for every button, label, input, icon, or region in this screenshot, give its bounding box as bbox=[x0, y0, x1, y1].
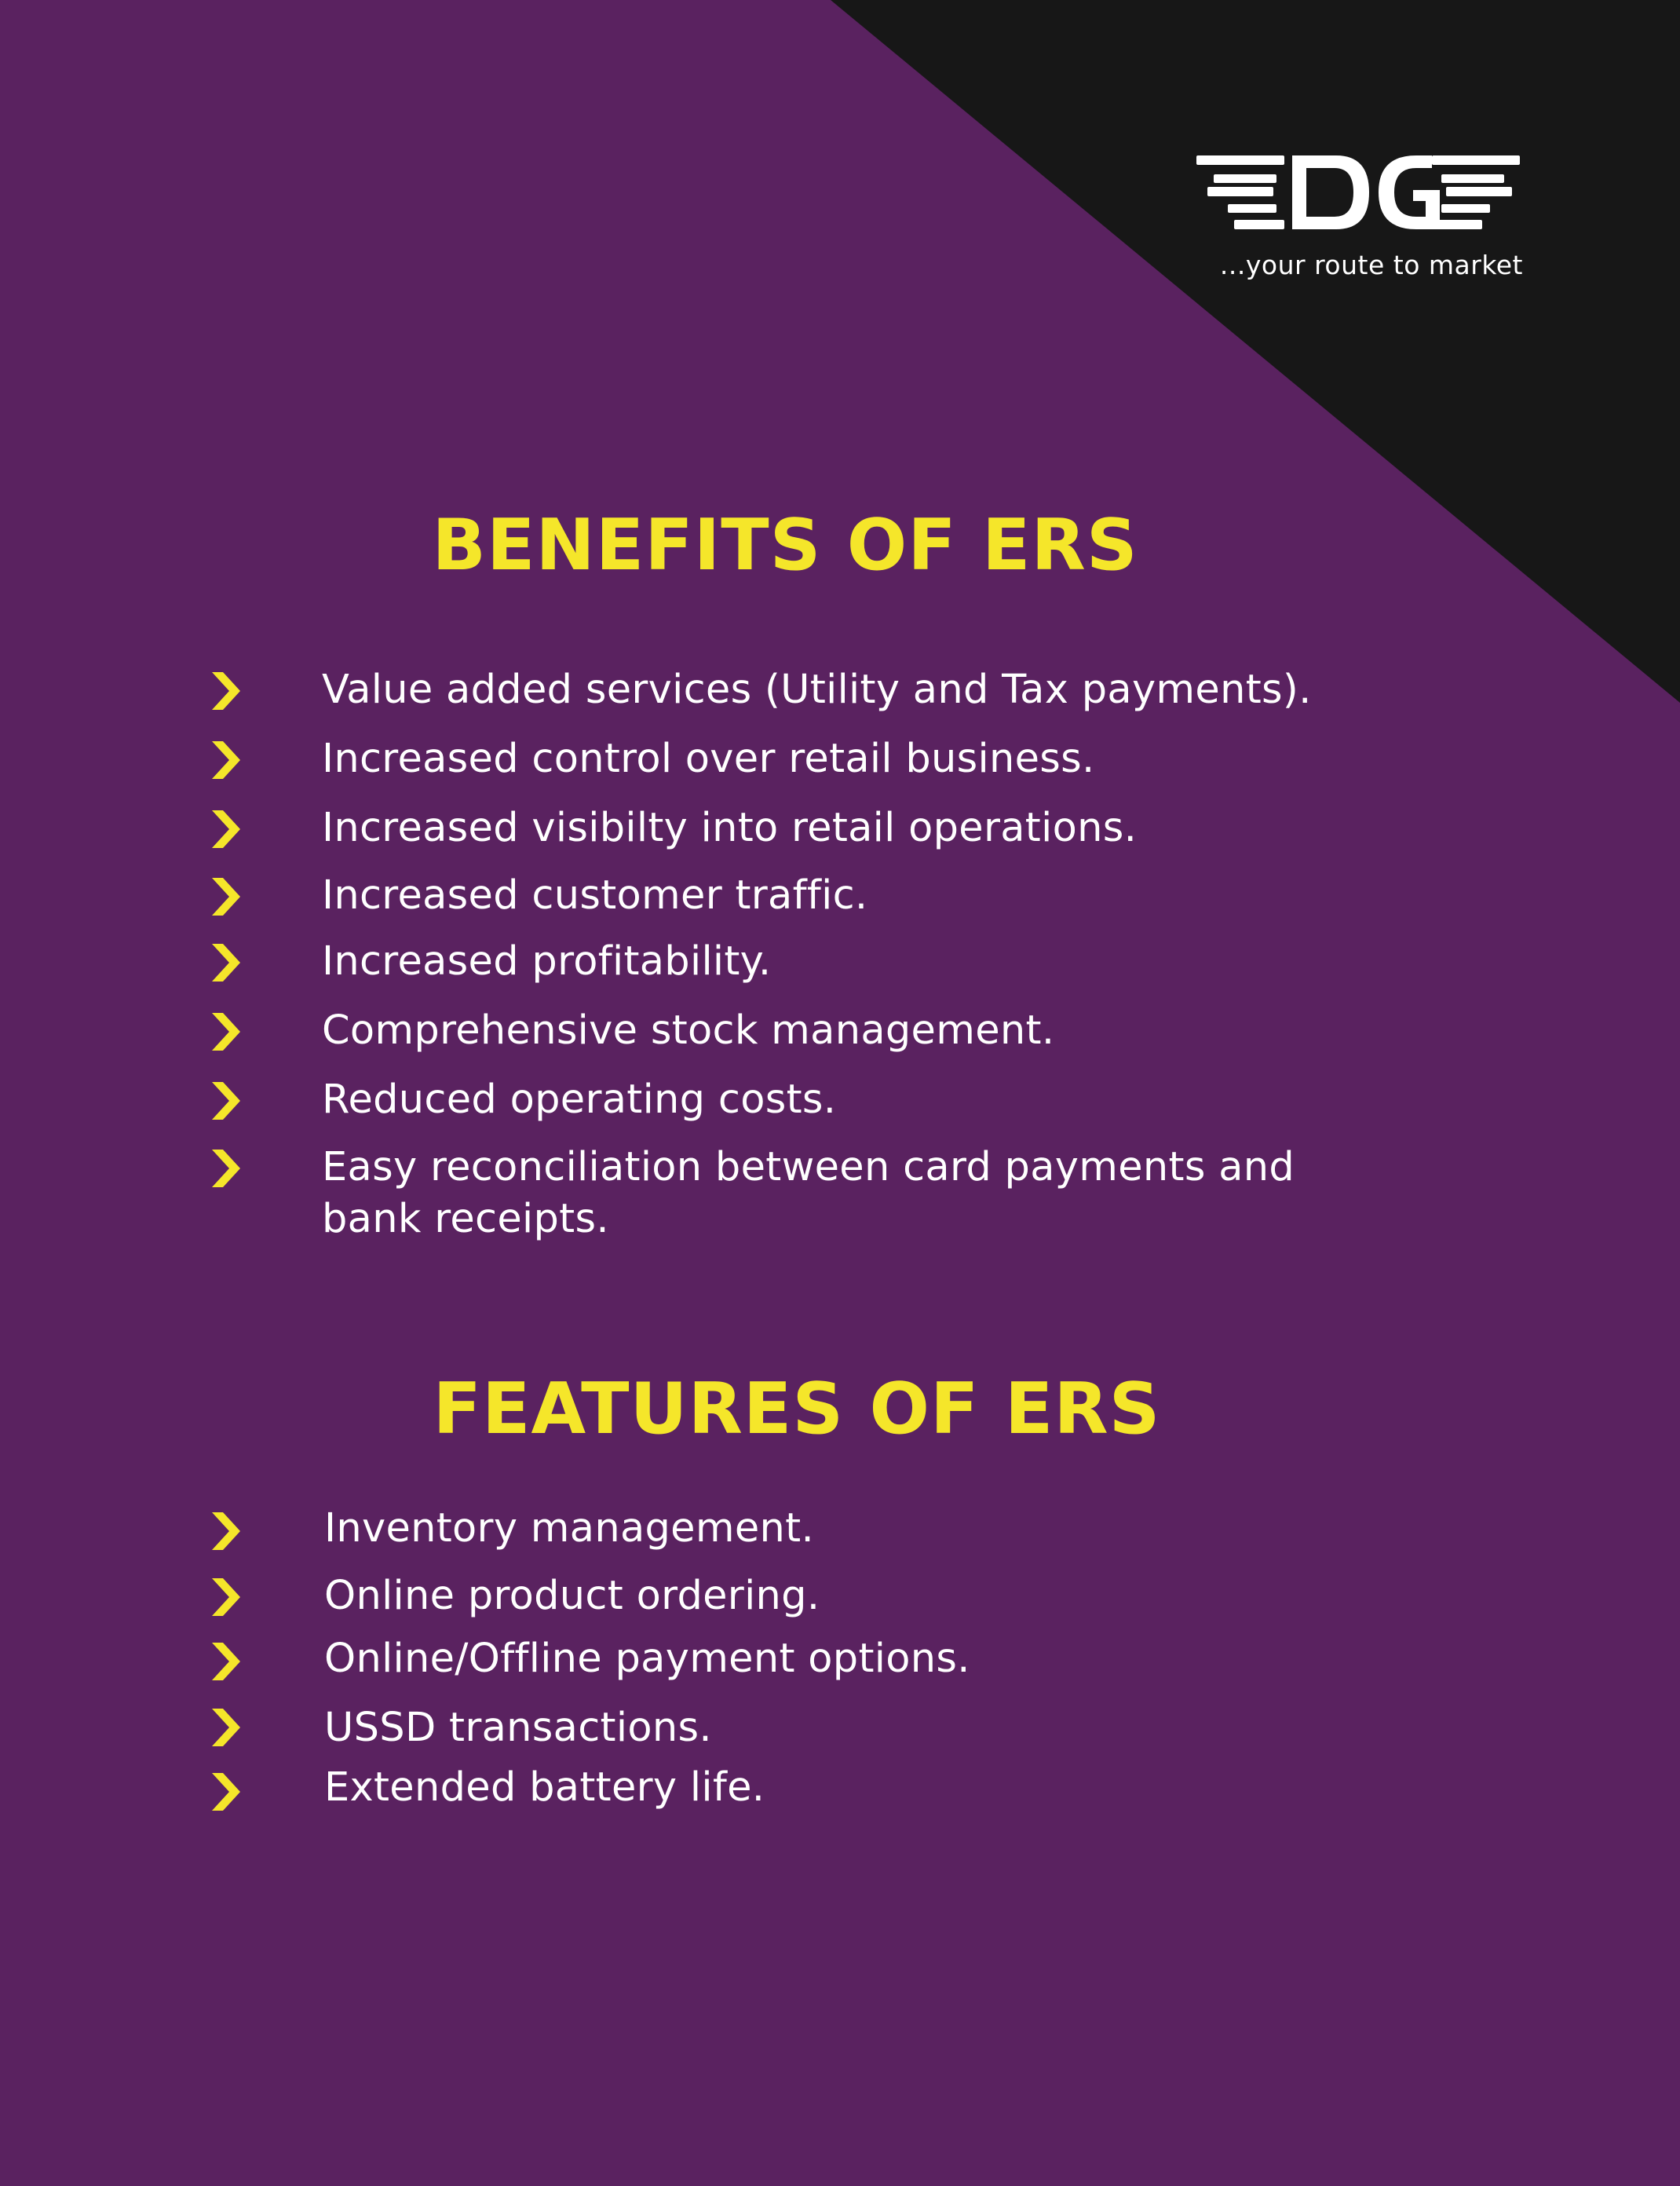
chevron-right-icon bbox=[212, 1578, 240, 1616]
list-item-text: Inventory management. bbox=[324, 1505, 814, 1552]
list-item-text: Comprehensive stock management. bbox=[322, 1007, 1055, 1054]
list-item-text: Value added services (Utility and Tax pa… bbox=[322, 667, 1312, 713]
chevron-right-icon bbox=[212, 944, 240, 982]
chevron-right-icon bbox=[212, 810, 240, 848]
features-title: FEATURES OF ERS bbox=[433, 1368, 1161, 1450]
list-item-text: Online/Offline payment options. bbox=[324, 1636, 970, 1682]
chevron-right-icon bbox=[212, 672, 240, 710]
list-item-text: Easy reconciliation between card payment… bbox=[322, 1144, 1295, 1242]
chevron-right-icon bbox=[212, 1013, 240, 1051]
list-item-text: Increased customer traffic. bbox=[322, 872, 868, 919]
chevron-right-icon bbox=[212, 1709, 240, 1746]
chevron-right-icon bbox=[212, 1643, 240, 1680]
chevron-right-icon bbox=[212, 741, 240, 779]
list-item-text: Reduced operating costs. bbox=[322, 1077, 837, 1123]
list-item-text: Increased visibilty into retail operatio… bbox=[322, 805, 1138, 851]
list-item-text: USSD transactions. bbox=[324, 1705, 712, 1751]
brand-tagline: ...your route to market bbox=[1219, 250, 1523, 280]
chevron-right-icon bbox=[212, 878, 240, 916]
list-item-text: Online product ordering. bbox=[324, 1573, 820, 1619]
edge-logo bbox=[1196, 155, 1520, 229]
list-item-text: Increased profitability. bbox=[322, 938, 772, 985]
list-item-text: Extended battery life. bbox=[324, 1764, 765, 1811]
benefits-title: BENEFITS OF ERS bbox=[432, 504, 1138, 587]
list-item-text: Increased control over retail business. bbox=[322, 736, 1095, 782]
chevron-right-icon bbox=[212, 1512, 240, 1550]
chevron-right-icon bbox=[212, 1082, 240, 1120]
chevron-right-icon bbox=[212, 1150, 240, 1187]
chevron-right-icon bbox=[212, 1773, 240, 1811]
